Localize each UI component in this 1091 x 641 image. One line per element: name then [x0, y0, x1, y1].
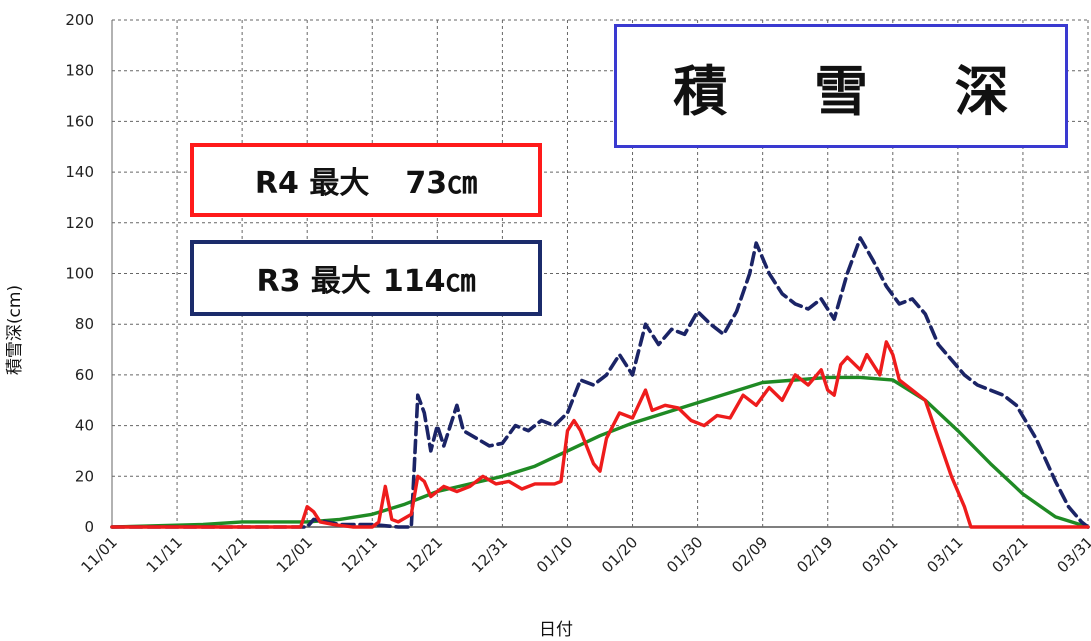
- chart-title-box: 積 雪 深: [614, 24, 1068, 148]
- x-tick-label: 03/31: [1054, 533, 1091, 576]
- x-tick-label: 12/11: [338, 533, 381, 576]
- y-tick-label: 160: [65, 112, 94, 130]
- y-tick-label: 60: [75, 366, 94, 384]
- r4-max-value: 73㎝: [405, 166, 478, 201]
- y-axis-label: 積雪深(cm): [5, 285, 25, 375]
- r4-max-label: R4 最大: [254, 166, 370, 201]
- x-tick-label: 11/11: [143, 533, 186, 576]
- r3-max-label: R3 最大: [256, 264, 371, 299]
- y-tick-label: 100: [65, 265, 94, 283]
- series-line-green: [110, 375, 1090, 529]
- x-tick-label: 01/20: [598, 533, 641, 576]
- y-tick-label: 40: [75, 417, 94, 435]
- x-tick-label: 11/01: [78, 533, 121, 576]
- y-tick-label: 80: [75, 315, 94, 333]
- x-tick-labels: 11/01 11/11 11/21 12/01 12/11 12/21 12/31 01/10…: [78, 533, 1091, 576]
- x-tick-label: 12/21: [403, 533, 446, 576]
- r4-max-annotation: R4 最大 73㎝: [190, 143, 542, 217]
- x-tick-label: 03/21: [988, 533, 1031, 576]
- chart-title: 積 雪 深: [673, 59, 1043, 123]
- y-tick-label: 200: [65, 11, 94, 29]
- r3-max-value: 114㎝: [382, 264, 476, 299]
- x-tick-label: 12/31: [468, 533, 511, 576]
- x-tick-label: 03/01: [858, 533, 901, 576]
- x-tick-label: 11/21: [208, 533, 251, 576]
- y-tick-label: 120: [65, 214, 94, 232]
- y-tick-label: 140: [65, 163, 94, 181]
- y-tick-label: 180: [65, 62, 94, 80]
- series-lines: [110, 236, 1090, 529]
- series-line-r4: [110, 340, 1090, 529]
- x-tick-label: 03/11: [923, 533, 966, 576]
- y-tick-label: 20: [75, 467, 94, 485]
- r3-max-annotation: R3 最大 114㎝: [190, 240, 542, 316]
- x-tick-label: 12/01: [273, 533, 316, 576]
- x-tick-label: 02/19: [793, 533, 836, 576]
- y-tick-labels: 0 20 40 60 80 100 120 140 160 180 200: [65, 11, 94, 536]
- x-axis-label: 日付: [539, 620, 573, 640]
- series-line-r3: [110, 236, 1090, 529]
- x-tick-label: 01/10: [533, 533, 576, 576]
- x-tick-label: 01/30: [663, 533, 706, 576]
- y-tick-label: 0: [84, 518, 94, 536]
- x-tick-label: 02/09: [728, 533, 771, 576]
